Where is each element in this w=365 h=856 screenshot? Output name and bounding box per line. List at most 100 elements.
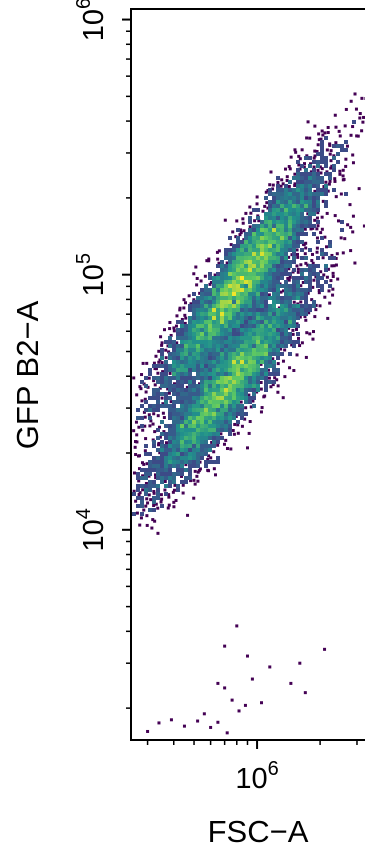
- density-cell: [304, 296, 308, 300]
- density-cell: [248, 232, 252, 236]
- density-cell: [136, 488, 140, 492]
- density-cell: [284, 224, 288, 228]
- data-point: [181, 491, 185, 495]
- data-point: [361, 120, 365, 124]
- data-point: [305, 331, 309, 335]
- density-cell: [232, 332, 236, 336]
- data-point: [281, 359, 285, 363]
- density-cell: [156, 404, 160, 408]
- density-cell: [216, 300, 220, 304]
- density-cell: [216, 420, 220, 424]
- density-cell: [192, 348, 196, 352]
- density-cell: [300, 192, 304, 196]
- density-cell: [212, 356, 216, 360]
- data-point: [192, 496, 196, 500]
- density-cell: [316, 264, 320, 268]
- density-cell: [252, 260, 256, 264]
- density-cell: [228, 328, 232, 332]
- density-cell: [248, 348, 252, 352]
- data-point: [224, 438, 228, 442]
- density-cell: [180, 464, 184, 468]
- density-cell: [220, 396, 224, 400]
- density-cell: [172, 472, 176, 476]
- density-cell: [176, 352, 180, 356]
- density-cell: [268, 352, 272, 356]
- density-cell: [232, 316, 236, 320]
- data-point: [172, 329, 176, 333]
- density-cell: [252, 208, 256, 212]
- data-point: [198, 467, 202, 471]
- density-cell: [144, 376, 148, 380]
- density-cell: [292, 240, 296, 244]
- data-point: [323, 131, 327, 135]
- density-cell: [248, 396, 252, 400]
- density-cell: [300, 224, 304, 228]
- density-cell: [192, 380, 196, 384]
- density-cell: [252, 356, 256, 360]
- density-cell: [244, 308, 248, 312]
- data-point: [143, 424, 147, 428]
- density-cell: [284, 280, 288, 284]
- density-cell: [236, 320, 240, 324]
- data-point: [172, 505, 176, 509]
- density-cell: [236, 264, 240, 268]
- data-point: [198, 291, 202, 295]
- density-cell: [160, 448, 164, 452]
- density-cell: [264, 288, 268, 292]
- density-cell: [256, 368, 260, 372]
- density-cell: [288, 228, 292, 232]
- density-cell: [180, 468, 184, 472]
- density-cell: [228, 344, 232, 348]
- density-cell: [260, 332, 264, 336]
- data-point: [256, 214, 260, 218]
- density-cell: [236, 228, 240, 232]
- density-cell: [268, 348, 272, 352]
- data-point: [147, 474, 151, 478]
- data-point: [144, 504, 148, 508]
- data-point: [324, 180, 328, 184]
- density-cell: [216, 340, 220, 344]
- data-point: [158, 358, 162, 362]
- density-cell: [220, 436, 224, 440]
- density-cell: [196, 448, 200, 452]
- density-cell: [332, 168, 336, 172]
- density-cell: [188, 320, 192, 324]
- density-cell: [168, 428, 172, 432]
- density-cell: [284, 192, 288, 196]
- density-cell: [192, 436, 196, 440]
- density-cell: [168, 456, 172, 460]
- density-cell: [180, 456, 184, 460]
- density-cell: [232, 324, 236, 328]
- data-point: [144, 481, 148, 485]
- density-cell: [172, 416, 176, 420]
- density-cell: [200, 328, 204, 332]
- data-point: [207, 454, 211, 458]
- data-point: [303, 227, 307, 231]
- density-cell: [252, 308, 256, 312]
- data-point: [152, 361, 156, 365]
- data-point: [292, 368, 296, 372]
- data-point: [354, 107, 358, 111]
- data-point: [320, 167, 324, 171]
- data-point: [192, 298, 196, 302]
- density-cell: [288, 292, 292, 296]
- density-cell: [180, 376, 184, 380]
- density-cell: [256, 388, 260, 392]
- density-cell: [200, 436, 204, 440]
- density-cell: [208, 384, 212, 388]
- density-cell: [168, 416, 172, 420]
- density-cell: [196, 324, 200, 328]
- density-cell: [308, 268, 312, 272]
- data-point: [338, 169, 342, 173]
- density-cell: [196, 376, 200, 380]
- data-point: [320, 129, 324, 133]
- density-cell: [308, 180, 312, 184]
- density-cell: [168, 464, 172, 468]
- density-cell: [292, 248, 296, 252]
- density-cell: [252, 252, 256, 256]
- data-point: [319, 270, 323, 274]
- data-point: [266, 206, 270, 210]
- data-point: [145, 361, 149, 365]
- data-point: [264, 190, 268, 194]
- density-cell: [312, 272, 316, 276]
